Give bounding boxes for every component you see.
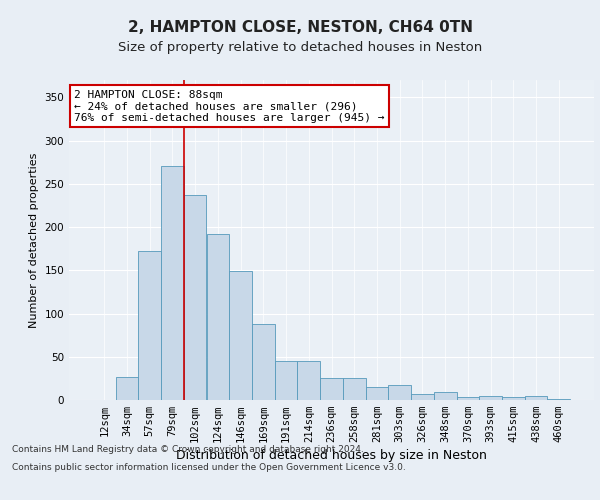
Bar bbox=[229, 271, 252, 400]
Bar bbox=[252, 324, 275, 400]
Bar bbox=[184, 195, 206, 400]
Bar bbox=[524, 396, 547, 400]
Bar bbox=[547, 399, 570, 400]
Bar bbox=[298, 361, 320, 400]
Bar bbox=[161, 166, 184, 400]
Bar bbox=[479, 396, 502, 400]
X-axis label: Distribution of detached houses by size in Neston: Distribution of detached houses by size … bbox=[176, 450, 487, 462]
Bar bbox=[411, 394, 434, 400]
Y-axis label: Number of detached properties: Number of detached properties bbox=[29, 152, 39, 328]
Text: Contains public sector information licensed under the Open Government Licence v3: Contains public sector information licen… bbox=[12, 463, 406, 472]
Bar bbox=[343, 378, 365, 400]
Text: Size of property relative to detached houses in Neston: Size of property relative to detached ho… bbox=[118, 41, 482, 54]
Bar bbox=[388, 386, 411, 400]
Text: Contains HM Land Registry data © Crown copyright and database right 2024.: Contains HM Land Registry data © Crown c… bbox=[12, 446, 364, 454]
Bar bbox=[502, 396, 524, 400]
Bar bbox=[206, 234, 229, 400]
Bar bbox=[365, 387, 388, 400]
Bar bbox=[320, 378, 343, 400]
Bar bbox=[116, 376, 139, 400]
Bar bbox=[434, 392, 457, 400]
Text: 2, HAMPTON CLOSE, NESTON, CH64 0TN: 2, HAMPTON CLOSE, NESTON, CH64 0TN bbox=[128, 20, 473, 35]
Text: 2 HAMPTON CLOSE: 88sqm
← 24% of detached houses are smaller (296)
76% of semi-de: 2 HAMPTON CLOSE: 88sqm ← 24% of detached… bbox=[74, 90, 385, 123]
Bar bbox=[457, 396, 479, 400]
Bar bbox=[139, 251, 161, 400]
Bar bbox=[275, 361, 298, 400]
